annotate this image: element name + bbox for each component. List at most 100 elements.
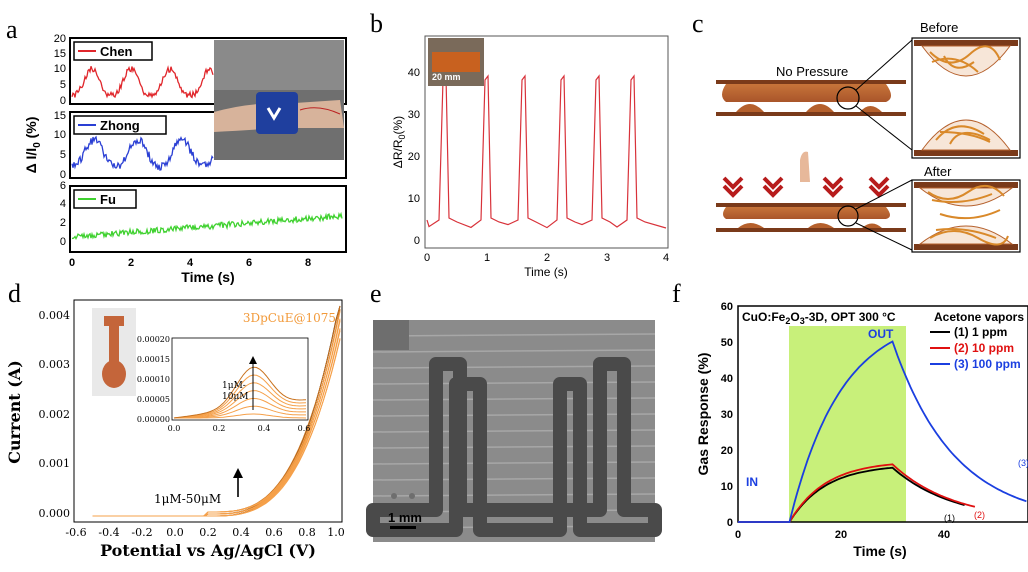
panel-d-electrode-photo bbox=[92, 308, 136, 396]
svg-text:15: 15 bbox=[54, 48, 66, 60]
svg-text:(2) 10 ppm: (2) 10 ppm bbox=[954, 341, 1014, 355]
svg-text:0.4: 0.4 bbox=[258, 424, 271, 433]
panel-e-label: e bbox=[370, 279, 382, 308]
svg-text:0.00000: 0.00000 bbox=[137, 415, 170, 424]
panel-f-yticks: 0 10 20 30 40 50 60 bbox=[721, 301, 733, 529]
svg-text:0.002: 0.002 bbox=[39, 408, 71, 421]
panel-d-legend: 3DpCuE@1075 bbox=[243, 311, 336, 325]
svg-text:-0.6: -0.6 bbox=[65, 526, 86, 539]
panel-c-after-label: After bbox=[924, 164, 952, 179]
panel-b-ylabel: ΔR/R0(%) bbox=[391, 116, 407, 168]
panel-d-inset: 0.00000 0.00005 0.00010 0.00015 0.00020 … bbox=[137, 335, 310, 433]
svg-text:0.00020: 0.00020 bbox=[137, 335, 170, 344]
panel-c-label: c bbox=[692, 9, 704, 38]
svg-text:1: 1 bbox=[484, 252, 490, 264]
panel-e: e 1 mm bbox=[370, 279, 655, 542]
svg-text:0.00010: 0.00010 bbox=[137, 375, 170, 384]
svg-text:(1) 1 ppm: (1) 1 ppm bbox=[954, 325, 1007, 339]
panel-a-ylabel: Δ I/I0 (%) bbox=[23, 117, 43, 174]
svg-text:0: 0 bbox=[69, 257, 75, 269]
panel-c-before-zoom bbox=[912, 38, 1020, 158]
svg-text:0.00015: 0.00015 bbox=[137, 355, 170, 364]
svg-text:10: 10 bbox=[54, 129, 66, 141]
svg-text:0: 0 bbox=[60, 95, 66, 107]
panel-b-series bbox=[427, 76, 666, 228]
panel-a-sub3-yticks: 0 2 4 6 bbox=[60, 180, 66, 248]
svg-text:6: 6 bbox=[60, 180, 66, 192]
panel-a-xlabel: Time (s) bbox=[181, 269, 234, 285]
svg-text:1μM-: 1μM- bbox=[222, 381, 246, 391]
panel-d-ylabel: Current (A) bbox=[5, 360, 24, 464]
svg-text:0.001: 0.001 bbox=[39, 457, 71, 470]
panel-a-zhong-legend: Zhong bbox=[74, 116, 166, 134]
panel-f-label: f bbox=[672, 279, 681, 308]
panel-b-xticks: 0 1 2 3 4 bbox=[424, 252, 669, 264]
svg-text:0.0: 0.0 bbox=[168, 424, 181, 433]
panel-f-xlabel: Time (s) bbox=[853, 543, 906, 559]
panel-f-xticks: 0 20 40 bbox=[735, 529, 950, 541]
panel-c-no-pressure-label: No Pressure bbox=[776, 64, 848, 79]
svg-text:0: 0 bbox=[424, 252, 430, 264]
svg-text:-0.2: -0.2 bbox=[131, 526, 152, 539]
svg-text:0.6: 0.6 bbox=[298, 424, 311, 433]
svg-text:0: 0 bbox=[414, 235, 420, 247]
svg-text:0.000: 0.000 bbox=[39, 507, 71, 520]
svg-text:-0.4: -0.4 bbox=[98, 526, 119, 539]
panel-f-exposure-window bbox=[789, 326, 906, 522]
svg-text:2: 2 bbox=[60, 217, 66, 229]
svg-text:20: 20 bbox=[408, 151, 420, 163]
svg-text:Fu: Fu bbox=[100, 192, 116, 207]
panel-b-label: b bbox=[370, 9, 383, 38]
panel-b: b 0 10 20 30 40 0 1 2 3 4 20 mm Time (s)… bbox=[370, 9, 669, 279]
svg-text:0: 0 bbox=[735, 529, 741, 541]
svg-text:40: 40 bbox=[938, 529, 950, 541]
panel-f-ylabel: Gas Response (%) bbox=[695, 353, 711, 476]
panel-f-out-label: OUT bbox=[868, 327, 894, 341]
svg-text:4: 4 bbox=[187, 257, 194, 269]
svg-text:0.0: 0.0 bbox=[166, 526, 184, 539]
panel-d-annotation: 1μM-50μM bbox=[154, 492, 221, 506]
panel-d-label: d bbox=[8, 279, 21, 308]
svg-text:0.2: 0.2 bbox=[199, 526, 217, 539]
svg-text:10: 10 bbox=[54, 63, 66, 75]
svg-text:2: 2 bbox=[544, 252, 550, 264]
svg-text:0.004: 0.004 bbox=[39, 309, 71, 322]
panel-d-arrow bbox=[233, 468, 243, 497]
svg-text:5: 5 bbox=[60, 79, 66, 91]
svg-text:20: 20 bbox=[721, 445, 733, 457]
panel-d-xlabel: Potential vs Ag/AgCl (V) bbox=[100, 541, 316, 560]
panel-d: d 0.000 0.001 0.002 0.003 0.004 -0.6 -0.… bbox=[5, 279, 345, 560]
panel-a-sub2-yticks: 0 5 10 15 bbox=[54, 110, 66, 181]
svg-text:3: 3 bbox=[604, 252, 610, 264]
panel-a-label: a bbox=[6, 15, 18, 44]
panel-f: f 0 10 20 30 40 50 60 0 20 40 CuO:Fe2O3-… bbox=[672, 279, 1028, 559]
svg-text:20: 20 bbox=[54, 33, 66, 45]
svg-text:30: 30 bbox=[408, 109, 420, 121]
svg-text:4: 4 bbox=[663, 252, 669, 264]
svg-text:15: 15 bbox=[54, 110, 66, 122]
panel-a-wristband-photo bbox=[214, 40, 344, 160]
svg-text:60: 60 bbox=[721, 301, 733, 313]
panel-d-yticks: 0.000 0.001 0.002 0.003 0.004 bbox=[39, 309, 71, 520]
panel-a-chen-series bbox=[72, 66, 213, 97]
panel-a-xticks: 0 2 4 6 8 bbox=[69, 257, 311, 269]
panel-f-end-label-1: (1) bbox=[944, 513, 955, 523]
svg-text:8: 8 bbox=[305, 257, 311, 269]
svg-text:5: 5 bbox=[60, 149, 66, 161]
panel-d-xticks: -0.6 -0.4 -0.2 0.0 0.2 0.4 0.6 0.8 1.0 bbox=[65, 526, 344, 539]
svg-text:Zhong: Zhong bbox=[100, 118, 140, 133]
panel-f-title: CuO:Fe2O3-3D, OPT 300 °C bbox=[742, 310, 896, 326]
panel-f-legend: (1) 1 ppm (2) 10 ppm (3) 100 ppm bbox=[930, 325, 1021, 371]
svg-text:10: 10 bbox=[408, 193, 420, 205]
svg-text:0: 0 bbox=[727, 517, 733, 529]
panel-a: a 0 5 10 15 20 Chen 0 5 10 15 Zhong bbox=[6, 15, 346, 285]
panel-a-zhong-series bbox=[72, 137, 213, 170]
panel-b-scale-label: 20 mm bbox=[432, 72, 461, 82]
panel-a-fu-legend: Fu bbox=[74, 190, 136, 208]
panel-b-xlabel: Time (s) bbox=[524, 265, 568, 279]
panel-c-pressure-arrows bbox=[724, 152, 888, 195]
panel-f-end-label-2: (2) bbox=[974, 510, 985, 520]
svg-text:0.00005: 0.00005 bbox=[137, 395, 170, 404]
panel-c: c No Pressure Before bbox=[692, 9, 1020, 252]
svg-text:Chen: Chen bbox=[100, 44, 133, 59]
